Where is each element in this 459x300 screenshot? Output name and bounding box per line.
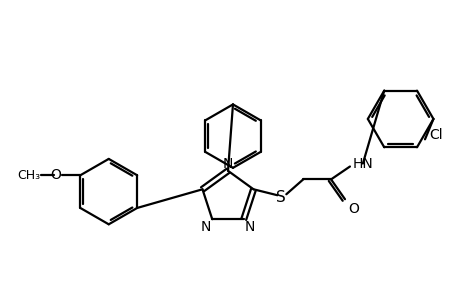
Text: N: N — [222, 157, 233, 171]
Text: O: O — [50, 168, 62, 182]
Text: N: N — [244, 220, 255, 234]
Text: N: N — [201, 220, 211, 234]
Text: HN: HN — [352, 157, 373, 170]
Text: S: S — [276, 190, 285, 205]
Text: Cl: Cl — [428, 128, 442, 142]
Text: O: O — [347, 202, 358, 216]
Text: CH₃: CH₃ — [17, 169, 40, 182]
